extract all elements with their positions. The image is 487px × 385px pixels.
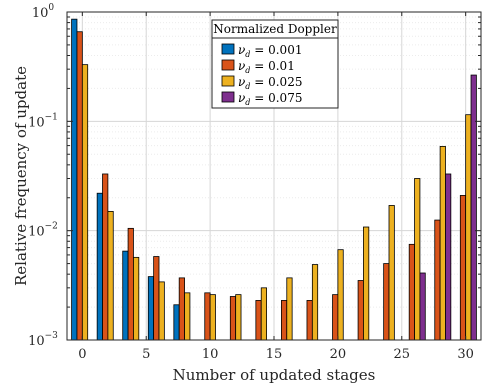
- x-tick-label: 0: [78, 347, 86, 362]
- bar: [408, 243, 415, 341]
- bar: [127, 227, 134, 341]
- bar: [235, 294, 242, 341]
- bar: [419, 272, 426, 341]
- bar: [153, 256, 160, 341]
- y-ticks: 10−3 10−2 10−1 100: [28, 3, 481, 349]
- bar: [363, 226, 370, 341]
- legend-swatch: [221, 91, 235, 103]
- bar: [281, 300, 288, 341]
- legend-swatch: [221, 43, 235, 55]
- x-ticks: 0 5 10 15 20 25 30: [78, 12, 474, 362]
- y-tick-label: 100: [32, 3, 55, 21]
- bar: [357, 280, 364, 341]
- bar: [209, 294, 216, 341]
- bar: [204, 292, 211, 341]
- bar: [414, 178, 421, 341]
- bar: [147, 276, 155, 341]
- legend-title: Normalized Doppler: [213, 22, 337, 36]
- bar: [81, 64, 89, 341]
- bar: [306, 300, 313, 341]
- bar: [184, 292, 191, 341]
- x-tick-label: 10: [202, 347, 219, 362]
- x-tick-label: 30: [457, 347, 474, 362]
- x-axis-label: Number of updated stages: [173, 366, 376, 384]
- bar: [434, 219, 441, 341]
- bar: [178, 277, 185, 341]
- bar: [133, 256, 140, 341]
- bars: [71, 18, 477, 341]
- bar: [255, 300, 262, 341]
- legend-swatch: [221, 59, 235, 71]
- bar: [107, 211, 114, 341]
- x-tick-label: 15: [266, 347, 283, 362]
- bar: [173, 304, 180, 341]
- y-tick-label: 10−3: [28, 331, 58, 349]
- legend-label: νd = 0.075: [238, 91, 302, 107]
- bar: [459, 195, 467, 341]
- legend-label: νd = 0.01: [238, 59, 295, 75]
- legend-label: νd = 0.001: [238, 43, 302, 59]
- bar: [311, 264, 319, 341]
- bar: [122, 250, 129, 341]
- bar: [102, 173, 109, 341]
- x-tick-label: 5: [142, 347, 150, 362]
- x-tick-label: 20: [330, 347, 347, 362]
- bar: [439, 145, 446, 341]
- bar: [445, 173, 452, 341]
- bar: [383, 263, 390, 341]
- bar: [260, 287, 267, 341]
- bar: [388, 205, 395, 341]
- bar: [286, 277, 293, 341]
- bar: [337, 249, 344, 341]
- bar: [96, 192, 103, 341]
- legend-swatch: [221, 75, 235, 87]
- y-tick-label: 10−1: [28, 112, 58, 130]
- bar: [71, 18, 78, 341]
- y-axis-label: Relative frequency of update: [12, 66, 30, 286]
- bar: [465, 114, 472, 341]
- x-tick-label: 25: [394, 347, 411, 362]
- bar: [470, 74, 477, 341]
- bar: [158, 281, 165, 341]
- legend-label: νd = 0.025: [238, 75, 302, 91]
- bar: [229, 296, 237, 341]
- bar: [332, 294, 339, 341]
- y-tick-label: 10−2: [28, 222, 58, 240]
- bar: [76, 31, 83, 341]
